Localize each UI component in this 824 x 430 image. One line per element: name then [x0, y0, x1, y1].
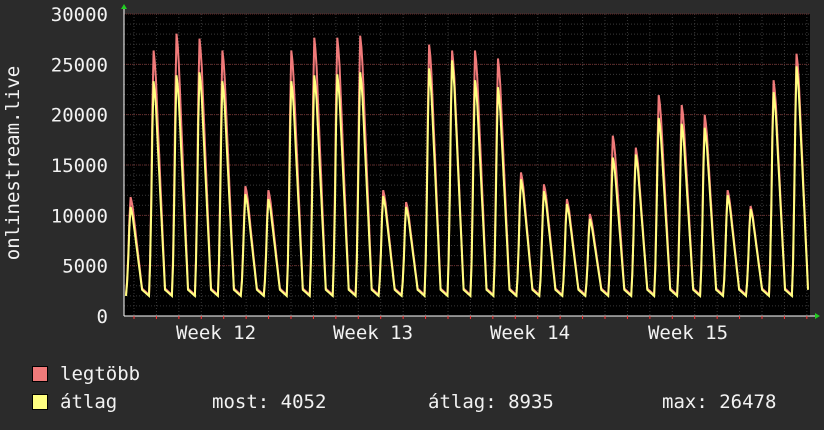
- axes: [121, 4, 820, 319]
- series-line-avg: [125, 60, 809, 299]
- x-tick-labels: Week 12 Week 13 Week 14 Week 15: [176, 322, 728, 344]
- y-tick-label: 10000: [51, 205, 108, 227]
- y-axis-arrow: [121, 4, 127, 9]
- y-axis-label: onlinestream.live: [2, 66, 24, 260]
- y-tick-label: 20000: [51, 105, 108, 127]
- stat-avg: átlag: 8935: [428, 391, 554, 413]
- legend-label-max: legtöbb: [60, 363, 141, 385]
- y-tick-label: 5000: [62, 256, 108, 278]
- legend-swatch-avg: [32, 394, 48, 410]
- x-tick-label: Week 15: [648, 322, 728, 344]
- y-tick-label: 0: [97, 306, 108, 328]
- x-tick-label: Week 12: [176, 322, 256, 344]
- x-tick-label: Week 13: [333, 322, 413, 344]
- legend-label-avg: átlag: [60, 391, 118, 413]
- y-tick-labels: 0 5000 10000 15000 20000 25000 30000: [51, 4, 108, 328]
- stat-now: most: 4052: [212, 391, 327, 413]
- legend-item-avg: átlag: [32, 391, 117, 413]
- legend-item-max: legtöbb: [32, 363, 140, 385]
- x-tick-label: Week 14: [490, 322, 570, 344]
- stat-max: max: 26478: [662, 391, 777, 413]
- legend-swatch-max: [32, 366, 48, 382]
- y-tick-label: 15000: [51, 155, 108, 177]
- x-axis-arrow: [815, 313, 820, 319]
- y-tick-label: 25000: [51, 54, 108, 76]
- y-tick-label: 30000: [51, 4, 108, 26]
- series-layer: [125, 33, 809, 299]
- grid-lines: [124, 13, 810, 316]
